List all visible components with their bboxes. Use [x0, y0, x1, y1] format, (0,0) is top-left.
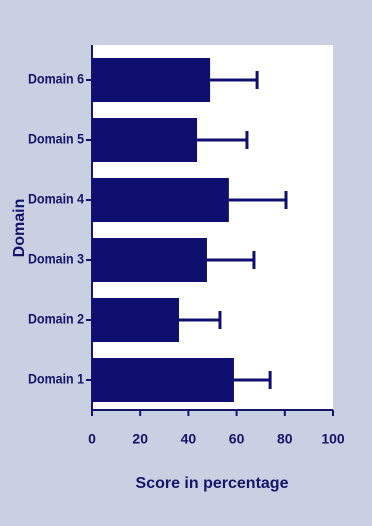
- x-tick-label: 20: [132, 431, 148, 447]
- bar: [92, 118, 198, 162]
- bar: [92, 178, 229, 222]
- y-tick-label: Domain 3: [28, 251, 84, 267]
- x-tick-label: 80: [277, 431, 293, 447]
- bar: [92, 58, 211, 102]
- bar: [92, 298, 180, 342]
- x-axis-title: Score in percentage: [136, 475, 289, 492]
- plot-area: [92, 45, 333, 410]
- bar: [92, 358, 234, 402]
- y-tick-label: Domain 5: [28, 131, 84, 147]
- x-tick-label: 0: [88, 431, 96, 447]
- y-tick-label: Domain 2: [28, 311, 84, 327]
- x-tick-label: 40: [181, 431, 197, 447]
- y-tick-label: Domain 1: [28, 371, 84, 387]
- y-tick-label: Domain 6: [28, 71, 84, 87]
- bar: [92, 238, 207, 282]
- x-tick-label: 60: [229, 431, 245, 447]
- y-axis-title: Domain: [11, 199, 28, 258]
- y-tick-label: Domain 4: [28, 191, 84, 207]
- x-tick-label: 100: [321, 431, 345, 447]
